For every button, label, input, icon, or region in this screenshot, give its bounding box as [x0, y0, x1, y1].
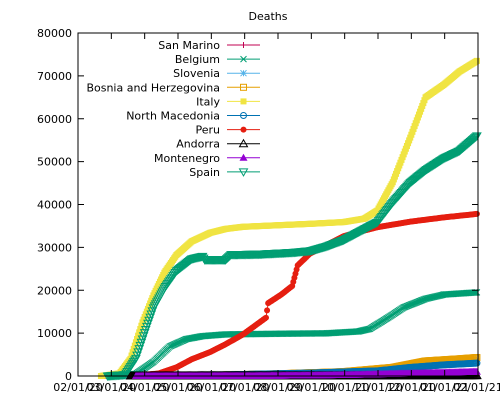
legend-label: Italy [196, 95, 220, 108]
legend-item-peru: Peru [195, 124, 260, 137]
y-tick-label: 50000 [37, 156, 72, 169]
x-tick-label: 02/01/21 [453, 381, 500, 394]
legend-item-san-marino: San Marino [158, 39, 260, 52]
legend-marker [241, 42, 247, 48]
legend-label: North Macedonia [126, 110, 220, 123]
legend-marker [241, 70, 247, 76]
legend-item-italy: Italy [196, 95, 260, 108]
data-point-italy [474, 58, 480, 64]
legend-item-slovenia: Slovenia [173, 67, 260, 80]
data-point-peru [263, 315, 269, 321]
legend-marker [241, 127, 247, 133]
legend-item-bosnia-and-herzegovina: Bosnia and Herzegovina [86, 81, 260, 94]
y-tick-label: 40000 [37, 199, 72, 212]
y-tick-label: 80000 [37, 27, 72, 40]
chart-title: Deaths [249, 10, 288, 23]
legend-label: Andorra [176, 138, 220, 151]
legend-label: Slovenia [173, 67, 220, 80]
legend-item-belgium: Belgium [175, 53, 260, 66]
y-tick-label: 70000 [37, 70, 72, 83]
data-point-peru [264, 307, 270, 313]
legend-item-spain: Spain [189, 166, 260, 179]
legend-item-andorra: Andorra [176, 138, 260, 151]
plot-area [98, 58, 481, 380]
legend-label: San Marino [158, 39, 220, 52]
legend-label: Spain [189, 166, 220, 179]
legend-label: Bosnia and Herzegovina [86, 81, 220, 94]
series-spain [104, 133, 481, 380]
legend-label: Montenegro [154, 152, 220, 165]
series-line-peru [131, 214, 477, 376]
legend-label: Belgium [175, 53, 220, 66]
y-tick-label: 20000 [37, 284, 72, 297]
y-tick-label: 30000 [37, 241, 72, 254]
y-tick-label: 60000 [37, 113, 72, 126]
y-tick-label: 10000 [37, 327, 72, 340]
legend-label: Peru [195, 124, 220, 137]
legend-item-montenegro: Montenegro [154, 152, 260, 165]
legend-marker [241, 98, 247, 104]
data-point-peru [474, 211, 480, 217]
legend-item-north-macedonia: North Macedonia [126, 110, 260, 123]
